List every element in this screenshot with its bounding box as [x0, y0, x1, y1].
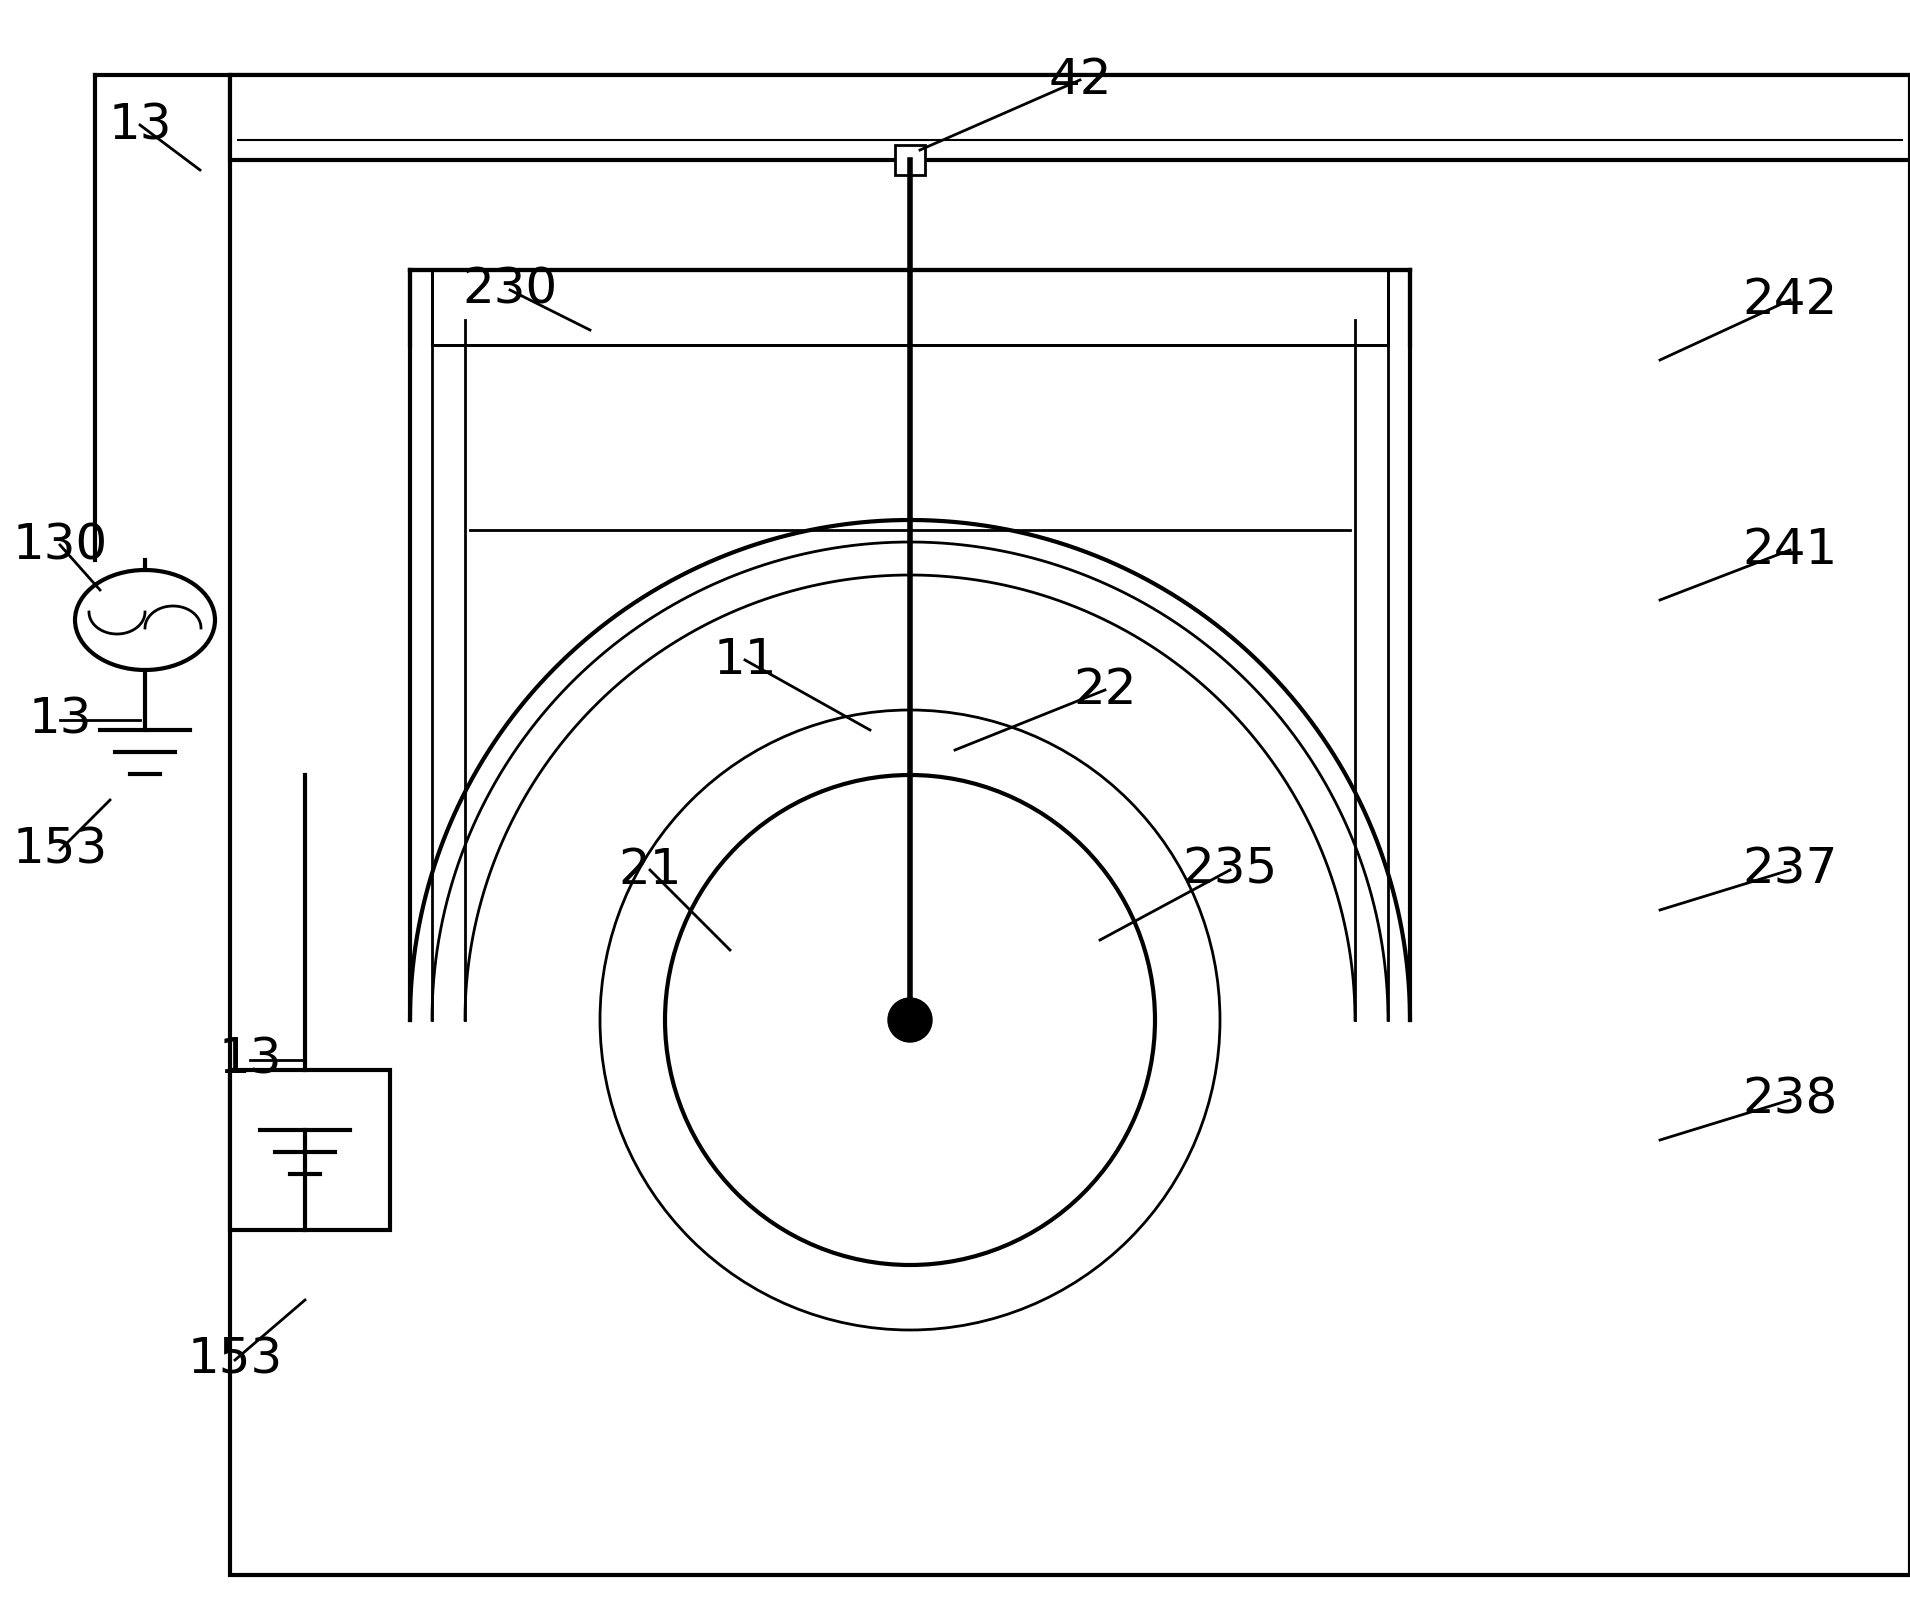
Text: 153: 153 [187, 1337, 283, 1385]
Text: 21: 21 [619, 846, 682, 894]
Text: 13: 13 [29, 696, 92, 744]
Text: 242: 242 [1742, 276, 1837, 324]
Circle shape [888, 998, 932, 1041]
Text: 130: 130 [11, 521, 107, 569]
Text: 42: 42 [1049, 56, 1112, 104]
Text: 238: 238 [1742, 1076, 1837, 1124]
Text: 241: 241 [1742, 525, 1837, 573]
Bar [229, 75, 1910, 160]
Text: 13: 13 [109, 101, 172, 149]
Text: 13: 13 [218, 1036, 283, 1084]
Text: 22: 22 [1073, 666, 1136, 714]
Text: 153: 153 [11, 826, 107, 874]
Bar [229, 75, 1910, 1575]
Ellipse shape [74, 570, 216, 671]
Text: 235: 235 [1182, 846, 1278, 894]
Bar [229, 1070, 390, 1230]
Text: 11: 11 [712, 636, 777, 684]
Bar [896, 145, 924, 176]
Bar [434, 271, 1387, 343]
Text: 230: 230 [462, 267, 558, 315]
Text: 237: 237 [1742, 846, 1837, 894]
